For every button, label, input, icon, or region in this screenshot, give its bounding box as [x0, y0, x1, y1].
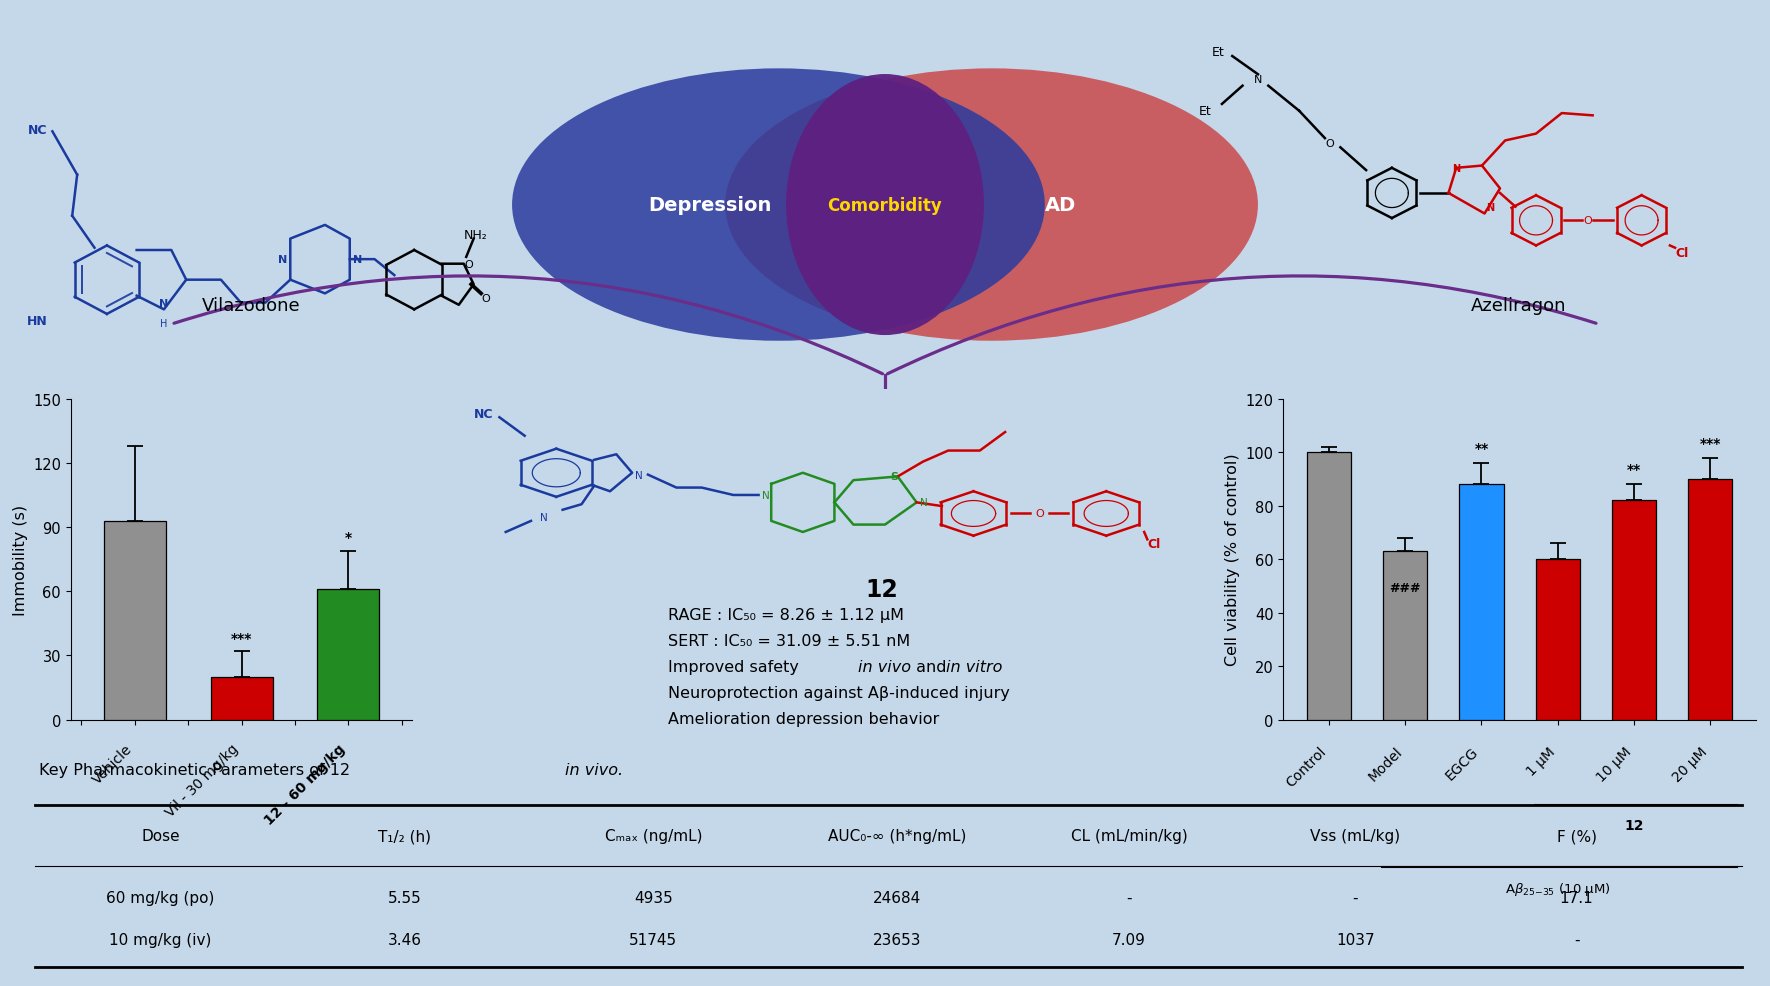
Ellipse shape [726, 69, 1258, 341]
Text: N: N [761, 490, 770, 501]
Text: O: O [1035, 509, 1044, 519]
Text: 60 mg/kg (po): 60 mg/kg (po) [106, 889, 214, 904]
Text: Neuroprotection against Aβ-induced injury: Neuroprotection against Aβ-induced injur… [667, 685, 1009, 700]
Text: NC: NC [28, 123, 48, 136]
Ellipse shape [512, 69, 1044, 341]
Text: AUC₀-∞ (h*ng/mL): AUC₀-∞ (h*ng/mL) [828, 828, 966, 843]
Text: ###: ### [1389, 581, 1421, 594]
Text: O: O [1582, 216, 1591, 226]
Text: Comorbidity: Comorbidity [828, 196, 942, 214]
Text: CL (mL/min/kg): CL (mL/min/kg) [1071, 828, 1188, 843]
Text: 4935: 4935 [634, 889, 673, 904]
Bar [1612, 501, 1657, 720]
Text: **: ** [1627, 462, 1641, 477]
Text: *: * [345, 530, 352, 544]
Text: EGCG: EGCG [1443, 743, 1481, 782]
Text: 12 - 60 mg/kg: 12 - 60 mg/kg [262, 741, 349, 827]
Text: -: - [1574, 932, 1579, 947]
Text: and: and [912, 659, 952, 674]
Text: ***: *** [1699, 436, 1720, 450]
Text: Cl: Cl [1674, 246, 1689, 259]
Text: O: O [481, 294, 490, 304]
Text: O: O [1326, 139, 1335, 149]
Text: N: N [635, 470, 643, 480]
Y-axis label: Immobility (s): Immobility (s) [12, 504, 28, 615]
Text: ***: *** [230, 631, 253, 645]
Text: Vilazodone: Vilazodone [202, 297, 301, 315]
Text: F (%): F (%) [1556, 828, 1597, 843]
Text: H: H [161, 318, 168, 328]
Text: AD: AD [1044, 196, 1076, 215]
Bar [317, 590, 379, 720]
Text: Et: Et [1212, 46, 1225, 59]
Text: 1 μM: 1 μM [1524, 743, 1558, 778]
Text: Vil - 30 mg/kg: Vil - 30 mg/kg [163, 741, 241, 819]
Bar [1536, 560, 1581, 720]
Text: 10 mg/kg (iv): 10 mg/kg (iv) [110, 932, 212, 947]
Text: N: N [1451, 164, 1460, 174]
Text: Key Pharmacokinetic Parameters of 12: Key Pharmacokinetic Parameters of 12 [39, 763, 354, 778]
Text: -: - [1126, 889, 1131, 904]
Text: 24684: 24684 [873, 889, 922, 904]
Text: NH₂: NH₂ [464, 229, 487, 242]
Text: **: ** [1474, 442, 1489, 456]
Text: SERT : IC₅₀ = 31.09 ± 5.51 nM: SERT : IC₅₀ = 31.09 ± 5.51 nM [667, 633, 910, 648]
Text: N: N [920, 498, 927, 508]
Text: in vitro: in vitro [945, 659, 1002, 674]
Bar [1458, 485, 1503, 720]
Text: N: N [352, 254, 361, 265]
Text: 10 μM: 10 μM [1593, 743, 1634, 784]
Text: 1037: 1037 [1336, 932, 1375, 947]
Text: N: N [278, 254, 287, 265]
Text: A$\beta_{25\mathsf{-}35}$ (10 μM): A$\beta_{25\mathsf{-}35}$ (10 μM) [1504, 880, 1611, 897]
Text: S: S [890, 472, 899, 482]
Text: Et: Et [1198, 106, 1212, 118]
Bar [1689, 479, 1733, 720]
Text: 51745: 51745 [630, 932, 678, 947]
Text: 12: 12 [866, 578, 897, 601]
Text: in vivo.: in vivo. [565, 763, 623, 778]
Text: O: O [464, 259, 473, 269]
Text: Azeliragon: Azeliragon [1471, 297, 1566, 315]
Text: 3.46: 3.46 [388, 932, 421, 947]
Text: 17.1: 17.1 [1559, 889, 1593, 904]
Text: HN: HN [27, 315, 48, 328]
Text: 12: 12 [1625, 818, 1644, 832]
Text: 23653: 23653 [873, 932, 922, 947]
Bar [104, 521, 166, 720]
Text: NC: NC [474, 407, 494, 421]
Bar [1306, 453, 1351, 720]
Text: Depression: Depression [648, 196, 772, 215]
Text: 20 μM: 20 μM [1671, 743, 1710, 784]
Text: in vivo: in vivo [858, 659, 912, 674]
Text: -: - [1352, 889, 1358, 904]
Text: T₁/₂ (h): T₁/₂ (h) [377, 828, 430, 843]
Text: RAGE : IC₅₀ = 8.26 ± 1.12 μM: RAGE : IC₅₀ = 8.26 ± 1.12 μM [667, 607, 904, 622]
Text: Improved safety: Improved safety [667, 659, 804, 674]
Text: 7.09: 7.09 [1112, 932, 1145, 947]
Text: N: N [1485, 202, 1494, 212]
Text: Cl: Cl [1147, 537, 1161, 550]
Text: Vss (mL/kg): Vss (mL/kg) [1310, 828, 1400, 843]
Text: Cₘₐₓ (ng/mL): Cₘₐₓ (ng/mL) [605, 828, 703, 843]
Bar [1382, 551, 1427, 720]
Text: Amelioration depression behavior: Amelioration depression behavior [667, 711, 940, 726]
Text: N: N [1253, 75, 1262, 85]
Text: Dose: Dose [142, 828, 181, 843]
Text: Control: Control [1283, 743, 1329, 789]
Text: 5.55: 5.55 [388, 889, 421, 904]
Ellipse shape [786, 75, 984, 335]
Y-axis label: Cell viability (% of control): Cell viability (% of control) [1225, 454, 1241, 666]
Bar [211, 677, 273, 720]
Text: Model: Model [1366, 743, 1405, 783]
Text: N: N [159, 298, 168, 309]
Text: N: N [540, 513, 547, 523]
Text: Vehicle: Vehicle [90, 741, 135, 786]
